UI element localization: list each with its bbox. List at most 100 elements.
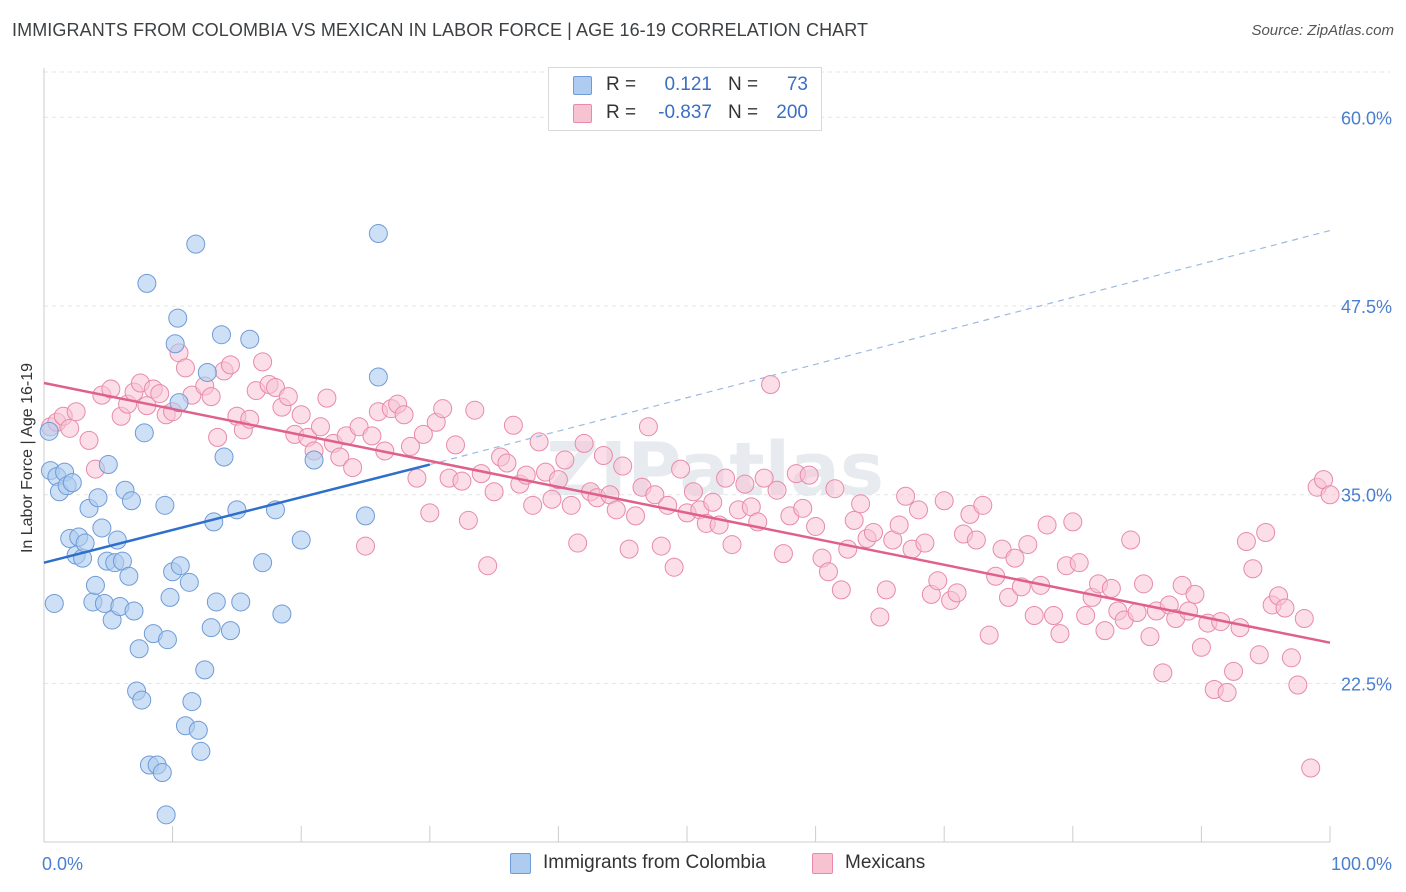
colombia-point: [231, 592, 251, 612]
x-tick-label: 100.0%: [1331, 854, 1392, 874]
colombia-point: [304, 450, 324, 470]
legend-r-label: R =: [606, 74, 637, 95]
mexicans-point: [606, 500, 626, 520]
colombia-point: [44, 593, 64, 613]
colombia-point: [157, 630, 177, 650]
colombia-point: [137, 273, 157, 293]
mexicans-point: [253, 352, 273, 372]
colombia-point: [92, 518, 112, 538]
mexicans-point: [1076, 606, 1096, 626]
colombia-point: [179, 572, 199, 592]
mexicans-point: [735, 474, 755, 494]
mexicans-point: [401, 436, 421, 456]
colombia-point: [195, 660, 215, 680]
mexicans-point: [278, 387, 298, 407]
legend-r-value: 0.121: [664, 74, 712, 95]
legend-n-value: 200: [776, 102, 808, 123]
colombia-point: [62, 473, 82, 493]
mexicans-point: [773, 544, 793, 564]
mexicans-point: [79, 430, 99, 450]
colombia-point: [240, 329, 260, 349]
series-legend-item-colombia[interactable]: Immigrants from Colombia: [510, 852, 766, 874]
mexicans-point: [1230, 618, 1250, 638]
colombia-point: [220, 621, 240, 641]
mexicans-point: [356, 536, 375, 556]
mexicans-point: [1095, 621, 1115, 641]
legend-swatch-blue: [573, 75, 592, 95]
mexicans-point: [407, 468, 427, 488]
mexicans-point: [1018, 535, 1038, 555]
mexicans-point: [638, 417, 658, 437]
mexicans-point: [503, 415, 523, 435]
mexicans-point: [947, 583, 967, 603]
colombia-point: [124, 601, 144, 621]
series-swatch-pink: [812, 852, 833, 874]
mexicans-point: [1140, 627, 1160, 647]
colombia-point: [197, 362, 217, 382]
mexicans-point: [1024, 606, 1044, 626]
mexicans-point: [870, 607, 890, 627]
legend-r-label: R =: [606, 102, 637, 123]
x-tick-label: 0.0%: [42, 854, 83, 874]
mexicans-point: [960, 504, 980, 524]
colombia-point: [214, 447, 234, 467]
mexicans-point: [548, 470, 568, 490]
mexicans-point: [889, 515, 909, 535]
mexicans-point: [915, 533, 935, 553]
legend-swatch-pink: [573, 103, 592, 123]
mexicans-point: [446, 435, 466, 455]
mexicans-point: [754, 468, 774, 488]
colombia-point: [272, 604, 292, 624]
colombia-point: [129, 639, 149, 659]
colombia-point: [253, 553, 273, 573]
mexicans-point: [349, 417, 369, 437]
y-tick-label: 47.5%: [1341, 297, 1392, 317]
mexicans-point: [1121, 530, 1141, 550]
mexicans-point: [101, 379, 121, 399]
mexicans-point: [1320, 485, 1340, 505]
mexicans-point: [1153, 663, 1173, 683]
mexicans-point: [593, 445, 613, 465]
mexicans-point: [934, 491, 954, 511]
colombia-trend-extension: [429, 229, 1331, 466]
mexicans-point: [671, 459, 691, 479]
mexicans-point: [1134, 574, 1154, 594]
mexicans-point: [497, 453, 517, 473]
y-tick-label: 22.5%: [1341, 674, 1392, 694]
mexicans-point: [394, 405, 414, 425]
mexicans-point: [793, 498, 813, 518]
mexicans-point: [876, 580, 896, 600]
mexicans-point: [664, 557, 684, 577]
legend-n-value: 73: [786, 74, 808, 95]
mexicans-point: [973, 495, 993, 515]
mexicans-point: [908, 500, 928, 520]
series-legend-label: Mexicans: [845, 852, 926, 873]
colombia-point: [134, 423, 154, 443]
mexicans-point: [992, 539, 1012, 559]
mexicans-point: [1191, 637, 1211, 657]
mexicans-point: [1281, 648, 1301, 668]
mexicans-point: [561, 495, 581, 515]
mexicans-point: [1037, 515, 1057, 535]
colombia-point: [368, 367, 388, 387]
colombia-point: [155, 495, 175, 515]
mexicans-point: [844, 510, 864, 530]
series-legend: Immigrants from Colombia Mexicans: [0, 852, 1406, 878]
mexicans-point: [458, 510, 478, 530]
colombia-point: [206, 592, 226, 612]
series-legend-item-mexicans[interactable]: Mexicans: [812, 852, 925, 874]
colombia-point: [160, 587, 180, 607]
mexicans-point: [1294, 609, 1314, 629]
colombia-point: [170, 556, 190, 576]
colombia-point: [132, 690, 152, 710]
mexicans-point: [150, 384, 170, 404]
mexicans-point: [1249, 645, 1269, 665]
colombia-trendline: [43, 463, 431, 564]
mexicans-point: [343, 458, 363, 478]
mexicans-point: [542, 489, 562, 509]
mexicans-point: [1044, 606, 1064, 626]
mexicans-point: [999, 587, 1018, 607]
mexicans-point: [1185, 584, 1205, 604]
mexicans-point: [1005, 548, 1025, 568]
mexicans-point: [330, 447, 350, 467]
